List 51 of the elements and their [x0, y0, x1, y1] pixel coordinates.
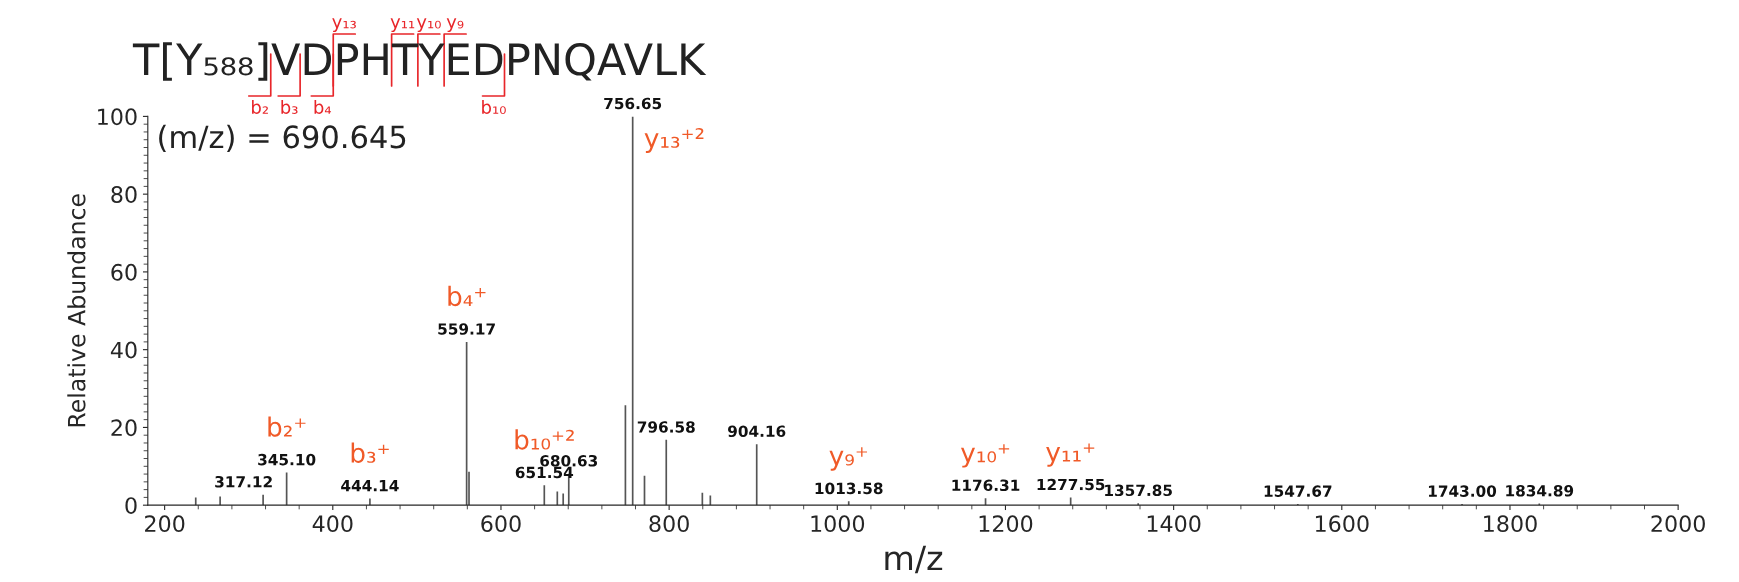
annotation: 444.14	[341, 480, 399, 492]
annotation: 1176.31	[952, 479, 1020, 492]
annotation: b₄⁺	[448, 285, 486, 307]
annotation: 1834.89	[1506, 484, 1574, 497]
annotation: y₁₃⁺²	[644, 127, 704, 154]
text: y₁₀	[416, 18, 441, 32]
annotation: (m/z) = 690.645	[159, 124, 406, 153]
annotation: 651.54	[515, 466, 574, 479]
text: y₁₁	[390, 18, 415, 32]
annotation: 796.58	[637, 421, 695, 433]
x-tick-label: 2000	[1651, 515, 1705, 533]
x-axis-title: m/z	[885, 545, 943, 574]
text: y₉	[446, 18, 464, 32]
x-tick-label: 1400	[1147, 515, 1201, 533]
annotation: b₂⁺	[268, 416, 306, 437]
x-tick-label: 1800	[1484, 515, 1537, 533]
annotation: 756.65	[604, 97, 662, 110]
text: y₁₃	[332, 18, 356, 32]
annotation: 1357.85	[1105, 484, 1172, 497]
annotation: b₁₀⁺²	[515, 429, 574, 450]
annotation: 1547.67	[1264, 485, 1332, 497]
text: b₂	[252, 100, 268, 114]
x-tick-label: 200	[145, 515, 185, 533]
text: b₄	[314, 100, 332, 114]
x-tick-label: 400	[312, 515, 353, 533]
annotation: b₃⁺	[351, 442, 389, 463]
annotation: y₉⁺	[829, 447, 868, 471]
annotation: y₁₁⁺	[1046, 443, 1095, 467]
y-tick-label: 40	[110, 341, 137, 359]
annotation: y₁₀⁺	[960, 444, 1010, 468]
text: b₁₀	[482, 100, 506, 114]
y-tick-label: 100	[98, 108, 137, 126]
annotation: 904.16	[728, 425, 786, 438]
x-tick-label: 1000	[811, 515, 865, 533]
annotation: 1277.55	[1037, 478, 1105, 491]
y-tick-label: 60	[111, 263, 137, 281]
y-tick-label: 20	[111, 419, 137, 437]
text: b₃	[281, 100, 298, 114]
annotation: 317.12	[215, 476, 272, 488]
y-tick-label: 0	[125, 497, 137, 514]
annotation: 559.17	[438, 323, 495, 335]
x-tick-label: 1200	[979, 515, 1033, 533]
x-tick-label: 600	[481, 515, 521, 533]
annotation: 1743.00	[1428, 485, 1497, 497]
x-tick-label: 1600	[1315, 515, 1369, 533]
x-tick-label: 800	[649, 515, 689, 533]
y-tick-label: 80	[111, 186, 137, 203]
y-axis-title: Relative Abundance	[67, 194, 86, 427]
annotation: 680.63	[540, 455, 598, 467]
annotation: 1013.58	[815, 482, 883, 495]
annotation: 345.10	[258, 453, 316, 466]
